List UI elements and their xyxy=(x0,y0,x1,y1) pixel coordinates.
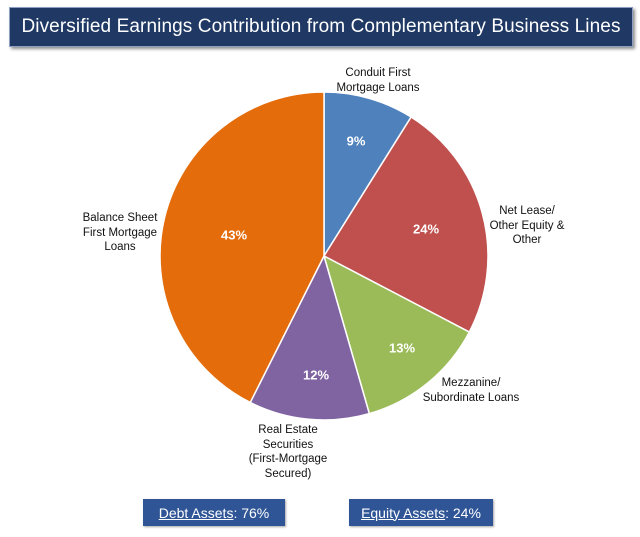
slice-category-label: Balance Sheet First Mortgage Loans xyxy=(82,212,158,253)
pie-slice-3 xyxy=(322,254,471,415)
slice-value-label: 13% xyxy=(388,340,416,356)
debt-assets-box: Debt Assets: 76% xyxy=(143,499,285,526)
equity-assets-box: Equity Assets: 24% xyxy=(349,499,493,526)
slice-category-label: Mezzanine/Subordinate Loans xyxy=(422,377,520,404)
slice-value-label: 43% xyxy=(220,227,248,243)
slice-category-label: Conduit First Mortgage Loans xyxy=(336,67,420,94)
slice-value-label: 9% xyxy=(346,133,366,149)
pie-slice-4 xyxy=(249,253,371,421)
pie-slice-5 xyxy=(159,91,325,404)
pie-slice-2 xyxy=(322,116,489,334)
debt-assets-value: : 76% xyxy=(233,504,270,521)
debt-assets-label: Debt Assets xyxy=(158,504,234,521)
slice-category-label: Real Estate Securities (First-Mortgage Secu… xyxy=(248,424,328,480)
equity-assets-label: Equity Assets xyxy=(361,504,446,521)
pie-slice-1 xyxy=(323,91,413,259)
equity-assets-value: : 24% xyxy=(445,504,481,521)
slice-value-label: 24% xyxy=(412,221,440,237)
chart-title: Diversified Earnings Contribution from C… xyxy=(9,7,633,47)
slice-value-label: 12% xyxy=(302,367,330,383)
slice-category-label: Net Lease/Other Equity & Other xyxy=(489,205,565,246)
